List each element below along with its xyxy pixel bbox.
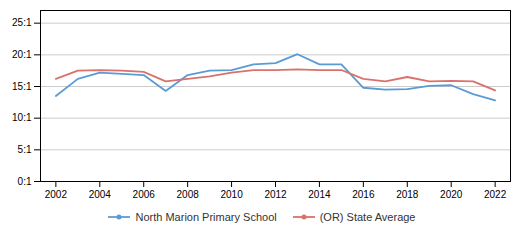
svg-text:2002: 2002 — [45, 189, 68, 200]
svg-text:2014: 2014 — [308, 189, 331, 200]
svg-text:5:1: 5:1 — [18, 144, 32, 155]
svg-text:2016: 2016 — [352, 189, 375, 200]
svg-text:10:1: 10:1 — [12, 112, 32, 123]
svg-text:2022: 2022 — [484, 189, 507, 200]
svg-text:2008: 2008 — [177, 189, 200, 200]
svg-text:15:1: 15:1 — [12, 81, 32, 92]
svg-text:2006: 2006 — [133, 189, 156, 200]
svg-text:2020: 2020 — [440, 189, 463, 200]
svg-text:2018: 2018 — [396, 189, 419, 200]
svg-text:2010: 2010 — [220, 189, 243, 200]
html-text:North Marion Primary School: North Marion Primary School — [135, 211, 277, 223]
svg-text:2004: 2004 — [89, 189, 112, 200]
svg-text:25:1: 25:1 — [12, 17, 32, 28]
svg-text:2012: 2012 — [264, 189, 287, 200]
svg-text:0:1: 0:1 — [18, 176, 32, 187]
svg-text:20:1: 20:1 — [12, 49, 32, 60]
html-text:(OR) State Average: (OR) State Average — [319, 211, 416, 223]
